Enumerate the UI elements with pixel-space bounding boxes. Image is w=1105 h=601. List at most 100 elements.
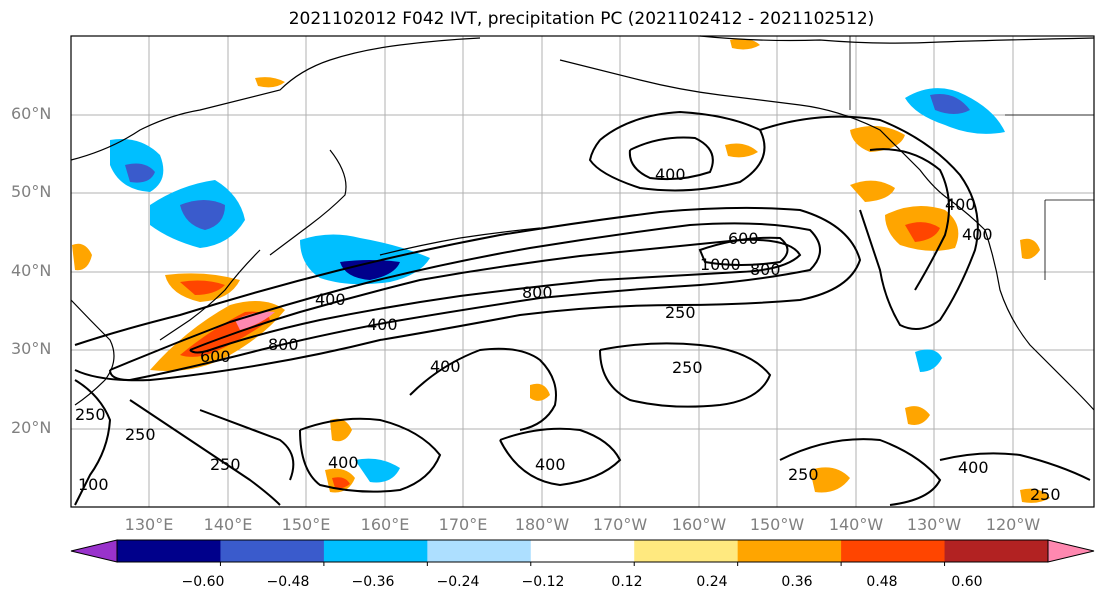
coastline-alaska	[559, 59, 951, 201]
colorbar-tick-label: 0.12	[611, 574, 643, 590]
lon-tick-label: 140°E	[203, 515, 253, 534]
lon-tick-label: 170°W	[592, 515, 648, 534]
pos-anomaly-sw-pacific-mid	[332, 477, 350, 489]
coastline-asia	[70, 37, 481, 161]
contour-label: 250	[665, 303, 696, 322]
contour-label: 400	[962, 225, 993, 244]
lon-tick-label: 150°E	[281, 515, 331, 534]
contour-label: 250	[1030, 485, 1061, 504]
aleutians	[379, 227, 541, 256]
ivt-contour-south-3	[299, 417, 442, 493]
lon-tick-label: 150°W	[749, 515, 805, 534]
coastline-kamchatka	[269, 149, 347, 256]
pos-anomaly-se-pacific	[810, 467, 850, 493]
lon-tick-label: 130°E	[124, 515, 174, 534]
contour-label: 400	[328, 453, 359, 472]
neg-anomaly-alaska-core	[930, 94, 970, 114]
ivt-contour-south-5	[779, 438, 942, 506]
lon-tick-label: 160°W	[671, 515, 727, 534]
contour-label: 250	[788, 465, 819, 484]
colorbar-segment	[944, 540, 1049, 562]
pos-anomaly-mid-2	[1020, 488, 1050, 503]
pos-anomaly-west-coast	[1020, 238, 1040, 259]
contour-label: 800	[522, 283, 553, 302]
pos-anomaly-hawaii	[905, 406, 930, 425]
neg-anomaly-japan-core	[340, 260, 400, 280]
coastlines	[70, 35, 1095, 411]
contour-label: 1000	[700, 255, 741, 274]
ivt-contour-400	[109, 222, 821, 382]
lat-tick-label: 20°N	[11, 418, 52, 437]
pos-anomaly-marshall	[330, 418, 352, 442]
coastline-china	[70, 299, 115, 406]
ivt-contour-west-2	[129, 399, 281, 506]
coastline-north-america	[949, 199, 1095, 411]
pos-anomaly-korea-mid	[180, 280, 225, 295]
lon-tick-label: 180°W	[514, 515, 570, 534]
colorbar-frame	[116, 539, 1049, 563]
colorbar-tick-label: −0.60	[181, 574, 225, 590]
contour-label: 400	[535, 455, 566, 474]
ivt-contour-alaska-inner	[628, 136, 714, 181]
ivt-contour-250-main	[74, 206, 862, 382]
pos-anomaly-north	[255, 77, 285, 88]
colorbar-segment	[841, 540, 946, 562]
colorbar-tick-label: −0.24	[436, 574, 480, 590]
contour-label: 600	[728, 229, 759, 248]
colorbar	[70, 539, 1095, 566]
colorbar-tick-label: 0.48	[866, 574, 898, 590]
neg-anomaly-hawaii-east	[915, 349, 942, 372]
colorbar-extend-left	[70, 539, 118, 563]
contour-label: 250	[75, 405, 106, 424]
pos-anomaly-japan-south-max	[235, 311, 275, 330]
lon-tick-label: 140°W	[828, 515, 884, 534]
coastline-arctic	[699, 35, 1095, 44]
colorbar-tick-label: −0.48	[266, 574, 310, 590]
pos-anomaly-arctic	[730, 38, 760, 50]
lon-tick-label: 170°E	[438, 515, 488, 534]
pos-anomaly-gulf-alaska	[850, 126, 905, 152]
lat-tick-label: 60°N	[11, 104, 52, 123]
ivt-contour-south-2	[599, 342, 772, 408]
colorbar-segment	[634, 540, 739, 562]
contour-label: 400	[945, 195, 976, 214]
contour-label: 800	[268, 335, 299, 354]
neg-anomaly-kamchatka-core	[180, 200, 225, 230]
contour-label: 250	[672, 358, 703, 377]
pos-anomaly-bc-coast-mid	[905, 222, 940, 242]
colorbar-tick-label: −0.36	[351, 574, 395, 590]
contour-label: 400	[367, 315, 398, 334]
colorbar-tick-label: 0.36	[781, 574, 813, 590]
contour-label: 400	[430, 357, 461, 376]
colorbar-tick-label: −0.12	[521, 574, 565, 590]
contour-label: 250	[125, 425, 156, 444]
ivt-contour-south-1	[409, 347, 557, 431]
colorbar-segment	[427, 540, 532, 562]
coastline-japan	[159, 249, 261, 341]
colorbar-tick-label: 0.60	[951, 574, 983, 590]
ivt-contour-east-inner	[869, 148, 950, 291]
colorbar-segment	[117, 540, 221, 562]
contour-label: 400	[315, 290, 346, 309]
neg-anomaly-sea-of-okhotsk-core	[125, 163, 155, 183]
colorbar-tick-label: 0.24	[696, 574, 728, 590]
lon-tick-label: 120°W	[985, 515, 1041, 534]
political-boundaries	[849, 36, 1094, 280]
lat-tick-label: 40°N	[11, 261, 52, 280]
pos-anomaly-china	[72, 243, 92, 271]
ivt-contour-1000	[698, 236, 789, 266]
colorbar-segment	[737, 540, 842, 562]
ivt-contour-west-1	[74, 379, 112, 506]
lon-tick-label: 130°W	[906, 515, 962, 534]
pos-anomaly-mid-1	[530, 383, 550, 401]
colorbar-segment	[220, 540, 325, 562]
pos-anomaly-gulf-alaska-2	[850, 180, 895, 202]
contour-label: 400	[958, 458, 989, 477]
colorbar-segment	[323, 540, 428, 562]
lat-tick-label: 50°N	[11, 182, 52, 201]
ivt-contour-south-6	[939, 452, 1091, 481]
ivt-contour-south-4	[499, 427, 622, 487]
lat-tick-label: 30°N	[11, 339, 52, 358]
ivt-contour-west-3	[199, 409, 295, 481]
